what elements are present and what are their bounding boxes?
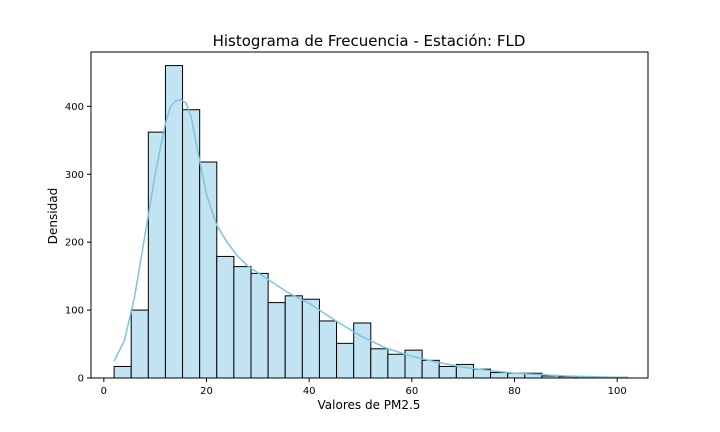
x-tick-label-1: 20 <box>200 386 213 397</box>
y-tick-label-2: 200 <box>65 238 84 249</box>
histogram-bar-18 <box>421 359 440 379</box>
histogram-bar-14 <box>353 322 372 379</box>
histogram-bar-22 <box>490 372 509 379</box>
x-tick-label-0: 0 <box>101 386 107 397</box>
chart-title: Histograma de Frecuencia - Estación: FLD <box>213 32 526 50</box>
x-axis-label: Valores de PM2.5 <box>318 398 421 412</box>
y-axis-label: Densidad <box>46 188 60 244</box>
histogram-bar-5 <box>199 161 218 379</box>
y-tick-label-3: 300 <box>65 170 84 181</box>
histogram-bar-10 <box>284 295 303 379</box>
y-tick-label-4: 400 <box>65 102 84 113</box>
histogram-bar-19 <box>438 365 457 379</box>
histogram-bar-12 <box>318 320 338 379</box>
x-tick-label-2: 40 <box>303 386 316 397</box>
histogram-bar-1 <box>130 309 149 379</box>
y-axis-ticks: 0 100 200 300 400 <box>65 102 91 385</box>
histogram-bar-15 <box>370 348 389 379</box>
kde-curve <box>113 98 628 379</box>
histogram-bar-7 <box>233 266 252 379</box>
y-tick-label-0: 0 <box>78 374 84 385</box>
histogram-bar-6 <box>216 255 235 379</box>
histogram-bar-13 <box>336 342 355 379</box>
plot-frame <box>90 51 649 379</box>
x-axis-ticks: 0 20 40 60 80 100 <box>101 378 627 397</box>
bars-layer <box>113 65 628 379</box>
histogram-bar-0 <box>113 365 132 379</box>
histogram-bar-8 <box>250 272 269 379</box>
kde-layer <box>113 98 628 379</box>
histogram-bar-9 <box>267 302 286 379</box>
histogram-bar-11 <box>301 298 320 379</box>
x-tick-label-5: 100 <box>608 386 627 397</box>
x-tick-label-3: 60 <box>405 386 418 397</box>
x-tick-label-4: 80 <box>508 386 521 397</box>
histogram-bar-16 <box>387 353 406 379</box>
y-tick-label-1: 100 <box>65 306 84 317</box>
